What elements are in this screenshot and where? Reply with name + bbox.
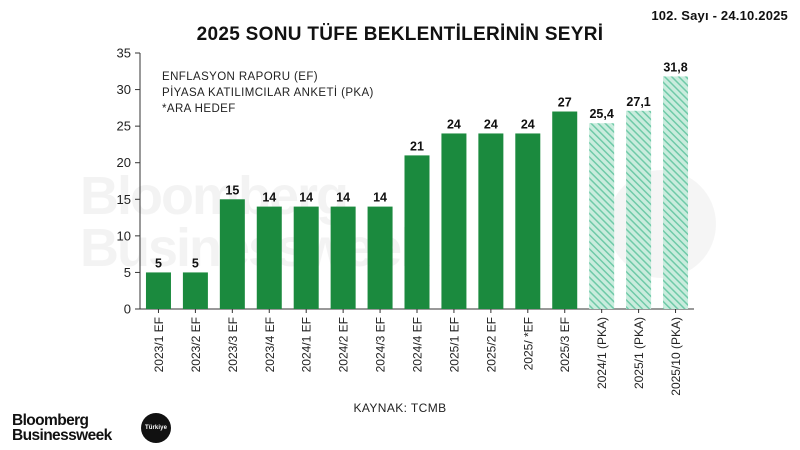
brand-line-2: Businessweek <box>12 427 112 444</box>
chart-title: 2025 SONU TÜFE BEKLENTİLERİNİN SEYRİ <box>196 24 604 45</box>
bar-ef <box>219 199 245 309</box>
brand-badge-label: Türkiye <box>144 425 168 431</box>
bar-value-label: 15 <box>225 183 239 197</box>
y-tick-label: 5 <box>124 265 131 280</box>
bar-pka <box>663 76 689 309</box>
bar-ef <box>182 272 208 309</box>
issue-date: 102. Sayı - 24.10.2025 <box>651 8 788 23</box>
bar-value-label: 31,8 <box>663 60 687 74</box>
y-tick-label: 35 <box>117 46 131 61</box>
x-tick-label: 2023/1 EF <box>152 317 166 372</box>
watermark-circle <box>608 170 716 278</box>
bar-ef <box>552 111 578 309</box>
brand-line-1: Bloomberg <box>12 412 89 429</box>
bar-ef <box>367 206 393 309</box>
bar-value-label: 5 <box>155 256 162 270</box>
y-tick-label: 20 <box>117 155 131 170</box>
bar-pka <box>626 110 652 309</box>
x-tick-label: 2025/1 EF <box>447 317 461 372</box>
y-tick-label: 25 <box>117 119 131 134</box>
bar-value-label: 14 <box>336 191 350 205</box>
bar-ef <box>256 206 282 309</box>
y-tick-label: 10 <box>117 228 131 243</box>
bar-value-label: 25,4 <box>589 107 613 121</box>
bar-pka <box>589 123 615 310</box>
legend-item-ef: ENFLASYON RAPORU (EF) <box>162 71 319 83</box>
x-tick-label: 2025/1 (PKA) <box>632 317 646 389</box>
y-tick-label: 15 <box>117 192 131 207</box>
bar-ef <box>145 272 171 309</box>
y-tick-label: 30 <box>117 82 131 97</box>
x-tick-label: 2023/3 EF <box>226 317 240 372</box>
legend-item-pka: PİYASA KATILIMCILAR ANKETİ (PKA) <box>162 87 374 99</box>
bar-value-label: 24 <box>447 117 461 131</box>
bar-ef <box>441 133 467 309</box>
brand-logo: Bloomberg Businessweek <box>12 412 142 444</box>
bar-value-label: 27 <box>558 96 572 110</box>
bar-value-label: 5 <box>192 256 199 270</box>
x-tick-label: 2024/1 EF <box>300 317 314 372</box>
bar-value-label: 21 <box>410 139 424 153</box>
source-note: KAYNAK: TCMB <box>353 401 447 415</box>
bar-value-label: 14 <box>299 191 313 205</box>
legend: ENFLASYON RAPORU (EF) PİYASA KATILIMCILA… <box>162 69 374 117</box>
bar-ef <box>404 155 430 309</box>
y-tick-label: 0 <box>124 302 131 317</box>
x-tick-label: 2024/4 EF <box>411 317 425 372</box>
x-tick-label: 2023/4 EF <box>263 317 277 372</box>
x-tick-label: 2025/2 EF <box>484 317 498 372</box>
bar-value-label: 14 <box>373 191 387 205</box>
bar-value-label: 24 <box>484 117 498 131</box>
x-tick-label: 2024/2 EF <box>337 317 351 372</box>
x-tick-label: 2025/10 (PKA) <box>669 317 683 396</box>
x-tick-label: 2024/3 EF <box>374 317 388 372</box>
x-tick-label: 2025/3 EF <box>558 317 572 372</box>
bar-ef <box>478 133 504 309</box>
bar-value-label: 14 <box>262 191 276 205</box>
x-tick-label: 2025/ *EF <box>521 317 535 370</box>
x-tick-label: 2023/2 EF <box>189 317 203 372</box>
bar-ef <box>515 133 541 309</box>
legend-note-target: *ARA HEDEF <box>162 103 236 115</box>
bar-ef <box>330 206 356 309</box>
bar-ef <box>293 206 319 309</box>
x-tick-label: 2024/1 (PKA) <box>595 317 609 389</box>
bar-value-label: 27,1 <box>626 95 650 109</box>
bar-value-label: 24 <box>521 117 535 131</box>
brand-badge-icon: Türkiye <box>141 413 171 443</box>
